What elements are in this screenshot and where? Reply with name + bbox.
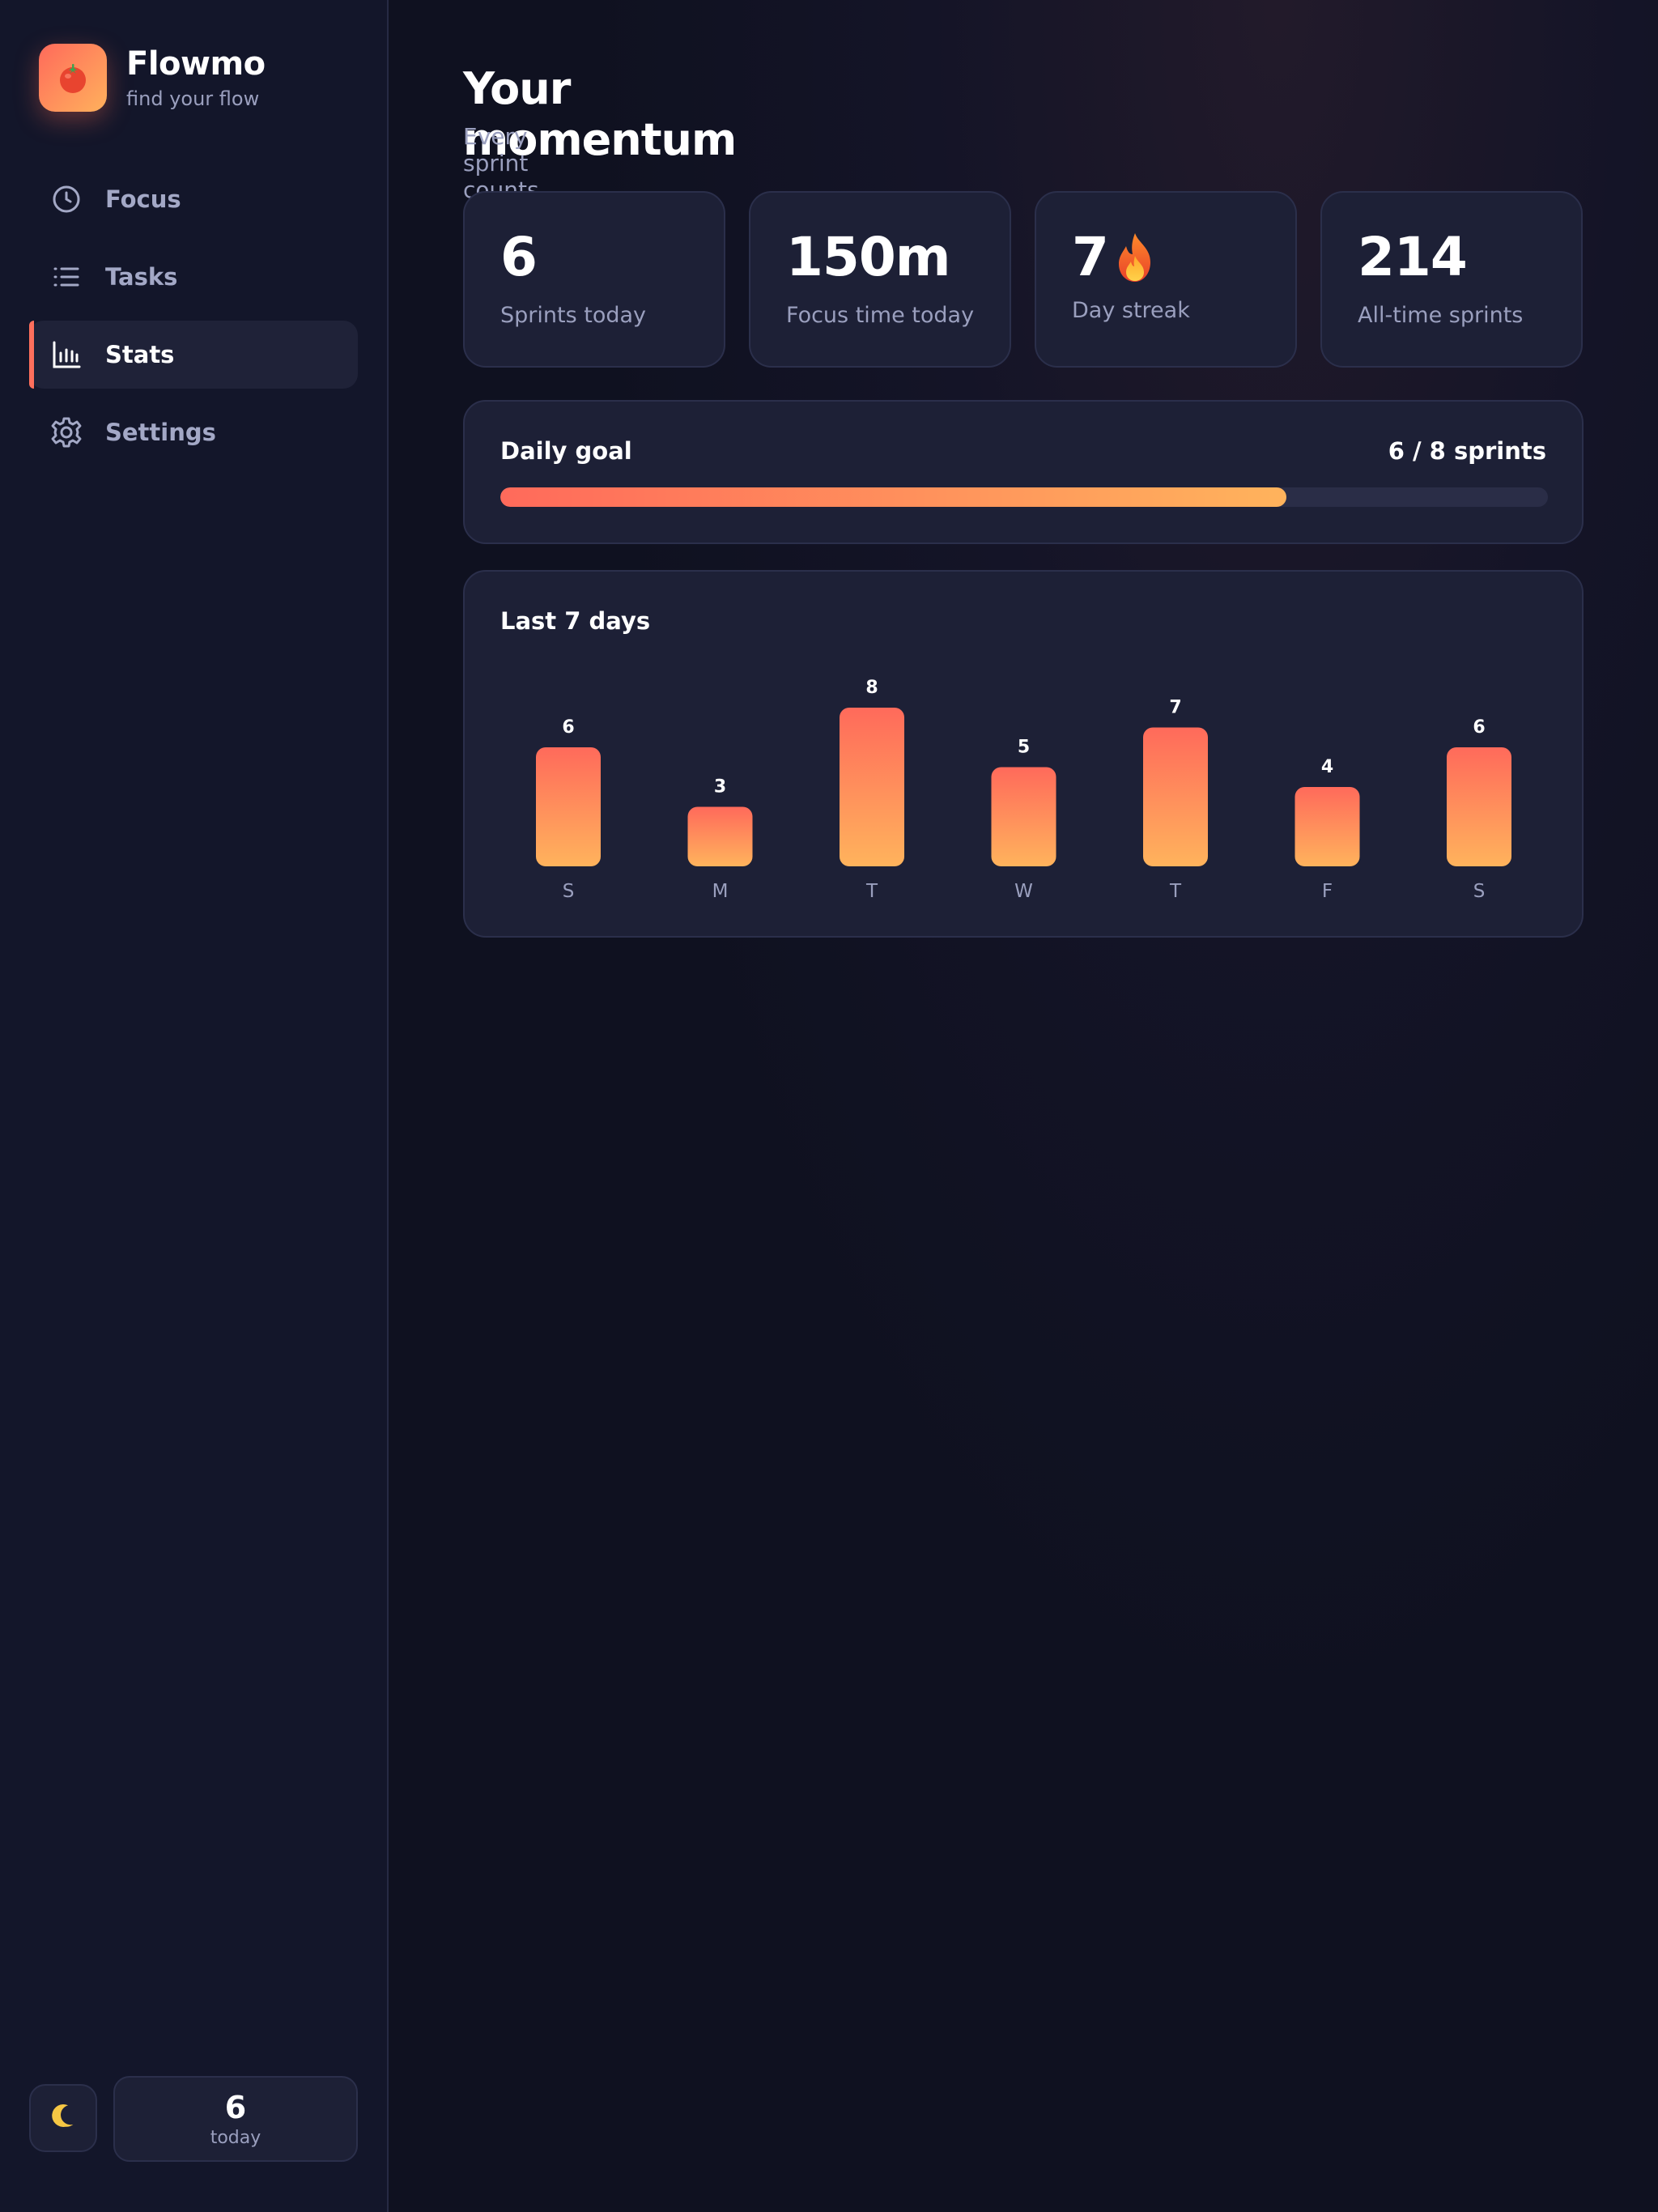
bar-chart-icon [50, 338, 83, 371]
bar-2 [840, 708, 904, 866]
bar-4 [1143, 727, 1208, 866]
x-tick-label: S [563, 881, 575, 902]
x-tick-label: S [1473, 881, 1486, 902]
stat-label: Day streak [1072, 298, 1190, 323]
stat-card-all-time: 214 All-time sprints [1320, 191, 1583, 368]
brand: Flowmo find your flow [39, 44, 266, 112]
bar-chart: 6 S 3 M 8 T 5 W 7 T 4 F 6 S [536, 678, 1511, 902]
stat-card-sprints-today: 6 Sprints today [463, 191, 725, 368]
x-tick-label: T [865, 881, 878, 902]
bar-1 [687, 806, 753, 866]
theme-toggle-button[interactable] [29, 2084, 97, 2152]
bar-value-label: 6 [562, 717, 574, 738]
bar-value-label: 5 [1018, 738, 1030, 758]
sidebar: Flowmo find your flow Focus [0, 0, 389, 2212]
bar-value-label: 7 [1169, 698, 1181, 718]
list-icon [50, 261, 83, 293]
brand-name: Flowmo [126, 45, 266, 83]
sidebar-item-tasks[interactable]: Tasks [29, 243, 358, 311]
stat-cards: 6 Sprints today 150m Focus time today 7 [463, 191, 1583, 368]
stat-label: All-time sprints [1358, 303, 1524, 328]
sidebar-footer: 6 today [29, 2076, 358, 2162]
bar-5 [1295, 787, 1360, 866]
moon-icon [48, 2101, 79, 2135]
goal-progress-fill [500, 487, 1286, 507]
stat-card-day-streak: 7 [1035, 191, 1297, 368]
today-summary: 6 today [113, 2076, 358, 2162]
flame-icon [1112, 232, 1158, 283]
today-count: 6 [224, 2089, 247, 2125]
sidebar-item-label: Tasks [105, 263, 178, 291]
sidebar-item-label: Stats [105, 341, 175, 368]
x-tick-label: T [1169, 881, 1182, 902]
chart-title: Last 7 days [500, 607, 651, 635]
bar-value-label: 4 [1321, 757, 1333, 777]
sidebar-nav: Focus Tasks Stats [29, 165, 358, 476]
stat-value: 214 [1358, 226, 1468, 288]
gear-icon [50, 416, 83, 449]
bar-value-label: 8 [865, 678, 878, 698]
x-tick-label: F [1322, 881, 1333, 902]
stat-value: 7 [1072, 228, 1295, 287]
sidebar-item-settings[interactable]: Settings [29, 398, 358, 466]
stat-label: Focus time today [786, 303, 975, 328]
sidebar-item-label: Focus [105, 185, 181, 213]
goal-title: Daily goal [500, 437, 632, 465]
stat-card-focus-time: 150m Focus time today [749, 191, 1011, 368]
sidebar-item-focus[interactable]: Focus [29, 165, 358, 233]
brand-tagline: find your flow [126, 87, 260, 110]
sidebar-item-label: Settings [105, 419, 216, 446]
bar-0 [536, 747, 601, 866]
page-title: Your momentum [463, 63, 737, 165]
goal-progress-text: 6 / 8 sprints [1388, 437, 1546, 465]
sidebar-item-stats[interactable]: Stats [29, 321, 358, 389]
last-7-days-card: Last 7 days 6 S 3 M 8 T 5 W 7 T 4 F 6 S [463, 570, 1584, 938]
stat-label: Sprints today [500, 303, 646, 328]
bar-3 [991, 767, 1056, 866]
goal-progress-track [500, 487, 1548, 507]
today-label: today [210, 2127, 261, 2148]
bar-6 [1447, 747, 1511, 866]
stat-value: 150m [786, 226, 951, 288]
x-tick-label: M [712, 881, 729, 902]
bar-value-label: 3 [714, 777, 726, 798]
daily-goal-card: Daily goal 6 / 8 sprints [463, 400, 1584, 544]
stat-value: 6 [500, 226, 538, 288]
bar-value-label: 6 [1473, 717, 1485, 738]
x-tick-label: W [1014, 881, 1033, 902]
clock-icon [50, 183, 83, 215]
main-content: Your momentum Every sprint counts. Keep … [389, 0, 1658, 2212]
tomato-icon [39, 44, 107, 112]
